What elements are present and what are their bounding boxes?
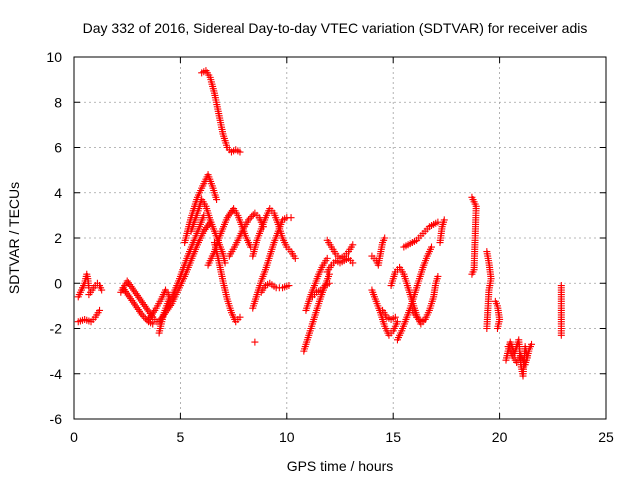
x-tick-label: 0 [70, 429, 78, 445]
data-point [236, 313, 244, 321]
data-point [483, 325, 491, 332]
data-point [251, 338, 259, 346]
grid-lines [74, 57, 606, 419]
data-point [493, 325, 501, 332]
data-point [141, 314, 149, 322]
data-point [248, 213, 256, 221]
data-point [349, 259, 357, 267]
x-axis-label: GPS time / hours [287, 458, 394, 474]
data-point [325, 279, 333, 287]
data-point [140, 313, 148, 321]
data-point [391, 313, 399, 321]
x-tick-label: 5 [177, 429, 185, 445]
x-tick-label: 15 [385, 429, 401, 445]
data-point [138, 311, 146, 319]
data-point [155, 329, 163, 337]
data-points [74, 67, 565, 380]
y-tick-label: -4 [50, 366, 63, 382]
y-tick-label: 8 [54, 94, 62, 110]
x-tick-label: 10 [279, 429, 295, 445]
data-point [434, 272, 442, 280]
data-point [528, 340, 536, 348]
data-point [246, 214, 254, 222]
data-point [221, 259, 229, 267]
data-point [557, 331, 565, 339]
data-point [98, 286, 106, 294]
chart-title: Day 332 of 2016, Sidereal Day-to-day VTE… [83, 20, 588, 36]
data-point [323, 254, 331, 262]
data-point [96, 306, 104, 314]
data-point [213, 196, 221, 204]
data-point [393, 318, 401, 326]
plot-frame [73, 56, 607, 420]
y-tick-label: 10 [46, 49, 62, 65]
data-point [149, 320, 157, 328]
data-point [291, 254, 299, 262]
data-point [287, 214, 295, 222]
data-point [440, 216, 448, 224]
data-point [236, 148, 244, 156]
x-tick-label: 25 [598, 429, 614, 445]
data-point [381, 234, 389, 242]
y-tick-label: -6 [50, 411, 63, 427]
y-tick-label: -2 [50, 321, 63, 337]
y-axis-label: SDTVAR / TECUs [6, 182, 22, 294]
data-point [468, 270, 476, 278]
y-tick-label: 6 [54, 140, 62, 156]
data-point [249, 211, 257, 219]
data-point [428, 243, 436, 251]
y-tick-label: 0 [54, 275, 62, 291]
x-tick-label: 20 [492, 429, 508, 445]
y-tick-label: 4 [54, 185, 62, 201]
y-tick-label: 2 [54, 230, 62, 246]
data-point [285, 282, 293, 290]
data-point [349, 241, 357, 249]
data-point [244, 216, 252, 224]
